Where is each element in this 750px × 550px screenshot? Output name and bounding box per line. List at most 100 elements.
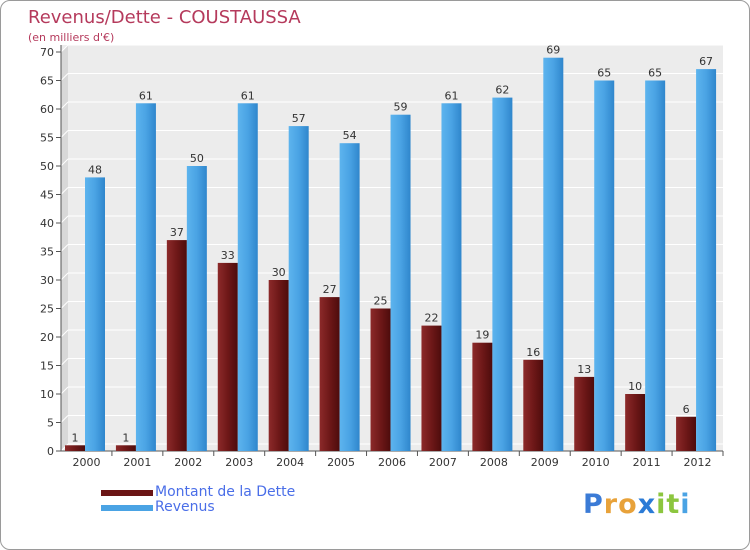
bar-dette bbox=[268, 280, 289, 451]
bar-dette bbox=[370, 308, 391, 451]
x-tick-label: 2011 bbox=[633, 456, 661, 469]
x-tick-label: 2010 bbox=[582, 456, 610, 469]
data-label-dette: 19 bbox=[475, 329, 489, 342]
y-tick-label: 55 bbox=[40, 132, 54, 145]
bar-dette bbox=[676, 416, 697, 451]
bar-dette bbox=[115, 445, 136, 451]
data-label-revenus: 62 bbox=[495, 84, 509, 97]
y-tick-label: 15 bbox=[40, 360, 54, 373]
bar-revenus bbox=[492, 97, 513, 451]
bar-dette bbox=[625, 394, 646, 451]
bar-dette bbox=[319, 297, 340, 451]
y-tick-label: 60 bbox=[40, 103, 54, 116]
data-label-dette: 13 bbox=[577, 363, 591, 376]
y-tick-label: 70 bbox=[40, 46, 54, 59]
x-tick-label: 2008 bbox=[480, 456, 508, 469]
proxiti-logo: Proxiti bbox=[583, 489, 691, 520]
logo-letter: i bbox=[680, 489, 691, 520]
logo-letter: i bbox=[656, 489, 667, 520]
y-tick-label: 25 bbox=[40, 303, 54, 316]
x-tick-label: 2003 bbox=[225, 456, 253, 469]
data-label-dette: 1 bbox=[72, 431, 79, 444]
data-label-revenus: 59 bbox=[394, 101, 408, 114]
legend-swatch-dette bbox=[101, 490, 153, 496]
gridline-depth bbox=[60, 130, 69, 138]
y-tick-label: 20 bbox=[40, 331, 54, 344]
data-label-revenus: 50 bbox=[190, 152, 204, 165]
data-label-dette: 10 bbox=[628, 380, 642, 393]
bar-dette bbox=[421, 325, 442, 451]
x-tick-label: 2005 bbox=[327, 456, 355, 469]
x-tick-label: 2002 bbox=[174, 456, 202, 469]
bar-revenus bbox=[441, 103, 462, 452]
data-label-revenus: 61 bbox=[139, 89, 153, 102]
data-label-dette: 33 bbox=[221, 249, 235, 262]
data-label-dette: 16 bbox=[526, 346, 540, 359]
logo-letter: x bbox=[637, 489, 657, 520]
gridline-depth bbox=[60, 443, 69, 452]
y-tick-label: 35 bbox=[40, 246, 54, 259]
data-label-revenus: 65 bbox=[597, 67, 611, 80]
data-label-revenus: 61 bbox=[241, 89, 255, 102]
data-label-revenus: 69 bbox=[546, 44, 560, 57]
data-label-dette: 6 bbox=[683, 403, 690, 416]
logo-letter: t bbox=[666, 489, 681, 520]
chart-title: Revenus/Dette - COUSTAUSSA bbox=[28, 7, 301, 28]
bar-dette bbox=[472, 342, 493, 451]
bar-revenus bbox=[135, 103, 156, 452]
bar-dette bbox=[574, 376, 595, 451]
chart-subtitle: (en milliers d'€) bbox=[28, 31, 115, 44]
x-tick-label: 2006 bbox=[378, 456, 406, 469]
y-tick-label: 40 bbox=[40, 217, 54, 230]
gridline-depth bbox=[60, 44, 69, 53]
data-label-dette: 30 bbox=[272, 266, 286, 279]
logo-letter: o bbox=[618, 489, 638, 520]
data-label-revenus: 54 bbox=[343, 129, 357, 142]
bar-revenus bbox=[543, 57, 564, 451]
bar-revenus bbox=[288, 126, 309, 451]
data-label-dette: 27 bbox=[323, 283, 337, 296]
bar-dette bbox=[166, 240, 187, 451]
bar-dette bbox=[65, 445, 85, 451]
gridline-depth bbox=[60, 187, 69, 195]
data-label-revenus: 57 bbox=[292, 112, 306, 125]
x-tick-label: 2001 bbox=[123, 456, 151, 469]
legend-swatch-revenus bbox=[101, 505, 153, 511]
data-label-revenus: 61 bbox=[444, 89, 458, 102]
bar-revenus bbox=[85, 177, 105, 451]
gridline-depth bbox=[60, 101, 69, 110]
y-tick-label: 65 bbox=[40, 75, 54, 88]
data-label-revenus: 65 bbox=[648, 67, 662, 80]
y-tick-label: 0 bbox=[47, 445, 54, 458]
legend-label-revenus: Revenus bbox=[155, 499, 215, 515]
bar-revenus bbox=[594, 80, 615, 451]
gridline-depth bbox=[60, 272, 69, 281]
x-tick-label: 2007 bbox=[429, 456, 457, 469]
data-label-dette: 37 bbox=[170, 226, 184, 239]
bar-revenus bbox=[696, 69, 717, 451]
bar-revenus bbox=[339, 143, 360, 451]
bar-dette bbox=[523, 359, 544, 451]
y-tick-label: 10 bbox=[40, 388, 54, 401]
y-tick-label: 30 bbox=[40, 274, 54, 287]
y-tick-label: 50 bbox=[40, 160, 54, 173]
x-tick-label: 2004 bbox=[276, 456, 304, 469]
bar-dette bbox=[217, 262, 238, 451]
data-label-revenus: 67 bbox=[699, 55, 713, 68]
y-tick-label: 45 bbox=[40, 189, 54, 202]
data-label-dette: 22 bbox=[424, 312, 438, 325]
bar-revenus bbox=[237, 103, 258, 452]
gridline-depth bbox=[60, 244, 69, 252]
data-label-dette: 25 bbox=[374, 295, 388, 308]
x-tick-label: 2012 bbox=[684, 456, 712, 469]
gridline-depth bbox=[60, 73, 69, 81]
data-label-dette: 1 bbox=[122, 431, 129, 444]
gridline-depth bbox=[60, 215, 69, 224]
bar-revenus bbox=[390, 114, 411, 451]
gridline-depth bbox=[60, 358, 69, 366]
bar-revenus bbox=[186, 166, 207, 451]
gridline-depth bbox=[60, 386, 69, 395]
legend-label-dette: Montant de la Dette bbox=[155, 484, 296, 500]
